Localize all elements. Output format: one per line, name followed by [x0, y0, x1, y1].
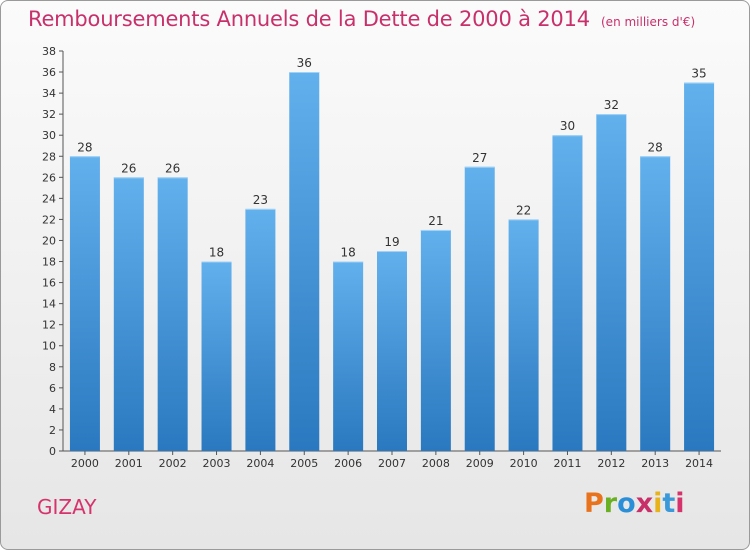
y-tick-label: 18 [42, 256, 56, 269]
bar [508, 219, 539, 451]
bar [245, 208, 276, 451]
y-tick-label: 10 [42, 340, 56, 353]
x-tick-label: 2012 [597, 457, 625, 470]
data-label: 36 [297, 56, 312, 70]
bar [289, 72, 320, 451]
data-label: 27 [472, 151, 487, 165]
bar [596, 114, 627, 451]
bar [113, 177, 144, 451]
x-tick-label: 2010 [510, 457, 538, 470]
logo-letter: t [662, 488, 676, 519]
y-tick-label: 6 [49, 382, 56, 395]
y-tick-label: 34 [42, 87, 56, 100]
data-label: 32 [604, 98, 619, 112]
data-label: 23 [253, 193, 268, 207]
bar [640, 156, 671, 451]
bar [552, 135, 583, 452]
x-tick-label: 2003 [203, 457, 231, 470]
bar [420, 229, 451, 451]
logo-letter: r [603, 488, 618, 519]
data-label: 22 [516, 203, 531, 217]
bar [464, 166, 495, 451]
logo-letter: i [675, 488, 685, 519]
y-tick-label: 32 [42, 108, 56, 121]
y-tick-label: 4 [49, 403, 56, 416]
chart-subtitle: (en milliers d'€) [601, 15, 696, 29]
data-label: 28 [77, 140, 92, 154]
x-tick-label: 2006 [334, 457, 362, 470]
bar [201, 261, 232, 451]
y-tick-label: 36 [42, 66, 56, 79]
data-label: 26 [165, 161, 180, 175]
y-tick-label: 12 [42, 319, 56, 332]
data-label: 18 [340, 246, 355, 260]
data-label: 26 [121, 161, 136, 175]
x-tick-label: 2013 [641, 457, 669, 470]
bar [684, 82, 715, 451]
y-tick-label: 20 [42, 234, 56, 247]
data-label: 18 [209, 246, 224, 260]
x-tick-label: 2011 [553, 457, 581, 470]
commune-name: GIZAY [37, 495, 97, 519]
logo-letter: x [635, 488, 654, 519]
y-tick-label: 2 [49, 424, 56, 437]
y-tick-label: 28 [42, 150, 56, 163]
x-tick-label: 2005 [290, 457, 318, 470]
y-tick-label: 16 [42, 277, 56, 290]
x-tick-label: 2014 [685, 457, 713, 470]
y-tick-label: 0 [49, 445, 56, 458]
logo-letter: o [617, 488, 636, 519]
bar [377, 251, 407, 451]
x-tick-label: 2004 [246, 457, 274, 470]
y-tick-label: 14 [42, 298, 56, 311]
data-label: 19 [384, 235, 399, 249]
x-tick-label: 2009 [466, 457, 494, 470]
chart-title: Remboursements Annuels de la Dette de 20… [28, 7, 590, 31]
data-label: 28 [648, 140, 663, 154]
logo-letter: P [584, 488, 604, 519]
y-tick-label: 24 [42, 192, 56, 205]
x-tick-label: 2007 [378, 457, 406, 470]
chart-title-block: Remboursements Annuels de la Dette de 20… [28, 7, 695, 31]
data-label: 30 [560, 119, 575, 133]
y-tick-label: 22 [42, 213, 56, 226]
data-label: 35 [691, 67, 706, 81]
logo-letter: i [653, 488, 663, 519]
data-label: 21 [428, 214, 443, 228]
y-tick-label: 38 [42, 45, 56, 58]
bar [333, 261, 364, 451]
x-tick-label: 2000 [71, 457, 99, 470]
bar [69, 156, 100, 451]
bar [157, 177, 188, 451]
x-tick-label: 2001 [115, 457, 143, 470]
x-tick-label: 2002 [159, 457, 187, 470]
y-tick-label: 26 [42, 171, 56, 184]
proxiti-logo[interactable]: Proxiti [584, 488, 685, 519]
x-tick-label: 2008 [422, 457, 450, 470]
y-tick-label: 8 [49, 361, 56, 374]
y-tick-label: 30 [42, 129, 56, 142]
